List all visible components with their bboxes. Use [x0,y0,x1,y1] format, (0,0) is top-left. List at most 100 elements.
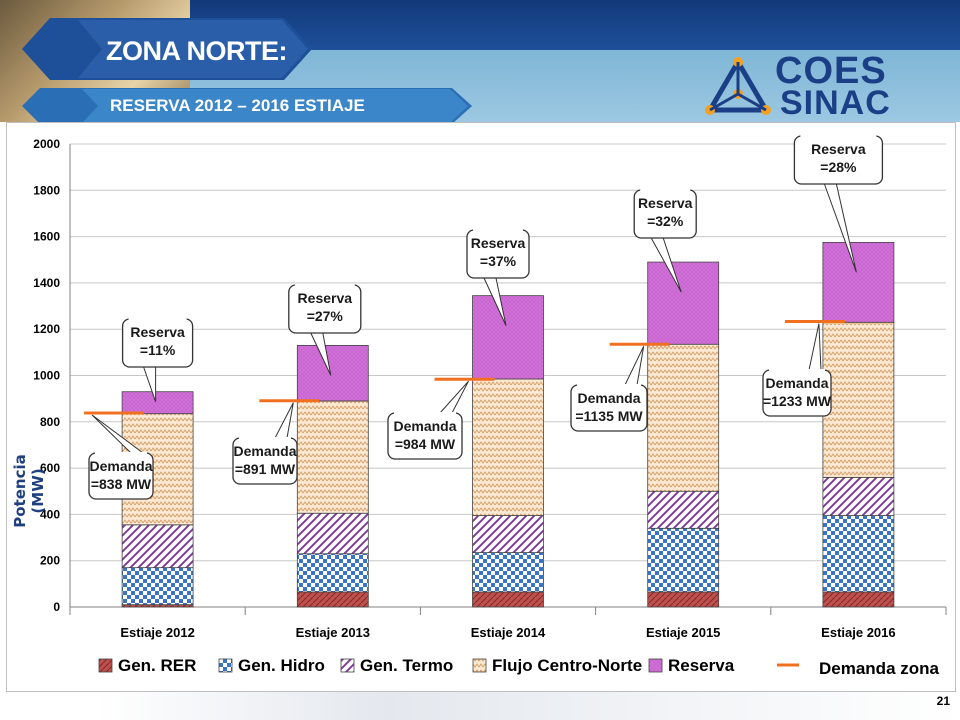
y-tick-label: 2000 [33,137,60,151]
callout-mask [128,318,187,321]
x-axis-ticks: Estiaje 2012 Estiaje 2013 Estiaje 2014 Esti… [120,625,895,640]
callout-mask [239,437,291,440]
bar-gen-hidro [121,567,194,606]
callout-text: Reserva [638,195,693,211]
legend-label-demanda: Demanda zona [819,659,940,678]
callout-mask [800,135,877,138]
legend-swatch [472,658,487,673]
callout-text: Demanda [577,390,640,406]
y-tick-label: 600 [40,461,60,475]
legend-label: Gen. Hidro [238,656,325,675]
reserva-callout: Reserva =27% [288,284,362,376]
y-tick-label: 1200 [33,322,60,336]
y-tick-label: 0 [53,600,60,614]
subtitle-tab-shape [22,88,472,124]
callout-text: Reserva [130,324,185,340]
callouts: Reserva =11% Reserva =27% Reserva =37% Reserva… [88,135,884,500]
bar-flujo-centro-norte [822,321,895,478]
bar-flujo-centro-norte [296,400,369,514]
callout-text: =28% [820,159,857,175]
bar-reserva [296,345,369,402]
y-tick-label: 1400 [33,276,60,290]
callout-mask [95,452,147,455]
y-tick-label: 800 [40,415,60,429]
bar-gen-termo [647,490,720,529]
bar-reserva [822,241,895,323]
callout-text: =32% [647,213,684,229]
reserva-callout: Reserva =28% [793,135,884,273]
bar-gen-rer [647,591,720,608]
callout-text: =984 MW [395,436,456,452]
callout-mask [294,284,355,287]
legend-swatch [340,658,355,673]
legend-label: Gen. RER [118,656,196,675]
callout-mask [473,229,523,232]
callout-mask [577,384,641,387]
bar-gen-hidro [296,553,369,593]
callout-text: =838 MW [91,476,152,492]
y-tick-label: 400 [40,507,60,521]
legend-swatch [218,658,233,673]
callout-text: Demanda [233,443,296,459]
legend-swatch [648,658,663,673]
y-axis-ticks: 0 200 400 600 800 1000 1200 1400 1600 1800 2000 [33,137,60,614]
page-subtitle: RESERVA 2012 – 2016 ESTIAJE [110,96,365,115]
demand-lines [84,320,845,415]
callout-text: =37% [480,253,517,269]
x-tick-label: Estiaje 2014 [471,625,546,640]
callout-tail [438,380,469,414]
x-tick-label: Estiaje 2016 [821,625,895,640]
legend-label: Flujo Centro-Norte [492,656,642,675]
footer-band [0,692,960,720]
callout-text: =11% [140,342,176,358]
bar-gen-termo [822,476,895,516]
y-tick-label: 200 [40,554,60,568]
bar-flujo-centro-norte [472,378,544,516]
chart-container: 0 200 400 600 800 1000 1200 1400 1600 1800 2000 Re… [6,122,956,692]
bar-gen-hidro [647,527,720,593]
callout-tail [624,346,645,386]
callout-text: =1135 MW [575,408,643,424]
bar-reserva [472,295,544,380]
logo-text-sinac: SINAC [780,84,891,122]
callout-text: Demanda [765,375,828,391]
reserva-callout: Reserva =11% [121,318,194,402]
callout-tail [808,323,822,371]
callout-text: =27% [307,308,344,324]
bar-gen-rer [822,591,895,608]
demanda-callout: Demanda =838 MW [88,414,154,500]
legend-label: Gen. Termo [360,656,453,675]
legend-label: Reserva [668,656,735,675]
callout-text: Demanda [89,458,152,474]
bar-reserva [121,391,194,415]
demanda-callout: Demanda =891 MW [232,402,298,485]
demanda-callout: Demanda =1135 MW [570,346,648,432]
bar-gen-termo [472,515,544,553]
callout-tail [274,402,294,439]
callout-mask [394,412,456,415]
page-title: ZONA NORTE: [106,36,287,66]
callout-text: Reserva [811,141,866,157]
callout-text: =891 MW [235,461,296,477]
bar-gen-hidro [822,515,895,593]
logo-text-coes: COES [775,50,887,92]
bar-reserva [647,261,720,345]
callout-mask [769,369,825,372]
reserva-callout: Reserva =32% [633,189,697,293]
slide-header: ZONA NORTE: RESERVA 2012 – 2016 ESTIAJE … [0,0,960,124]
page-number: 21 [936,694,950,708]
bar-gen-rer [296,591,369,608]
demanda-callout: Demanda =1233 MW [762,323,832,417]
x-tick-label: Estiaje 2012 [120,625,194,640]
y-tick-label: 1800 [33,183,60,197]
callout-text: Reserva [471,235,526,251]
coes-logo-icon [705,57,771,115]
bar-flujo-centro-norte [647,343,720,492]
callout-text: =1233 MW [763,393,832,409]
demanda-callout: Demanda =984 MW [387,380,469,460]
callout-text: Demanda [393,418,456,434]
callout-text: Reserva [298,290,353,306]
title-tab-shape [22,18,312,80]
legend: Gen. RER Gen. Hidro Gen. Termo Flujo Centro… [98,656,940,678]
bar-gen-termo [121,524,194,569]
